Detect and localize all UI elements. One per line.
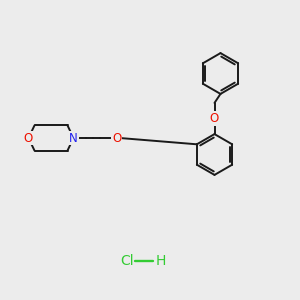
Text: Cl: Cl (120, 254, 134, 268)
Text: N: N (69, 131, 78, 145)
Text: O: O (24, 131, 33, 145)
Text: O: O (112, 131, 122, 145)
Text: H: H (155, 254, 166, 268)
Text: O: O (210, 112, 219, 125)
